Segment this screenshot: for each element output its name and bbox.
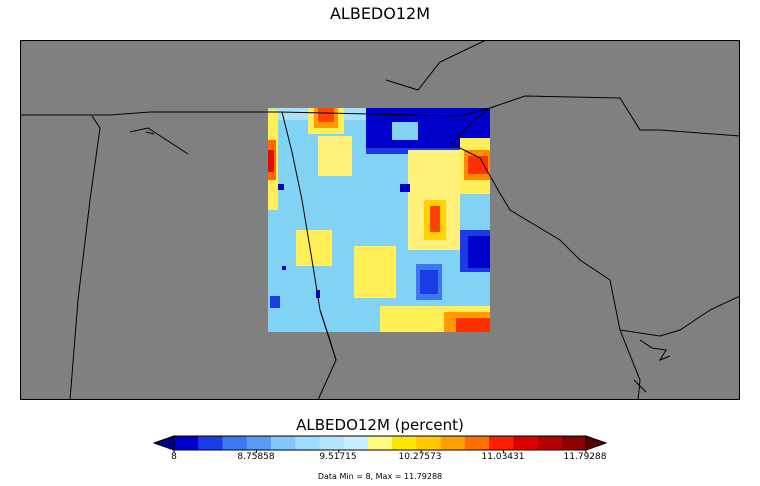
- field-patch: [296, 230, 332, 266]
- field-patch: [468, 156, 488, 174]
- colorbar-tick-label: 10.27573: [398, 452, 442, 462]
- field-patch: [430, 206, 440, 232]
- colorbar-swatch: [513, 436, 539, 450]
- boundary-line: [619, 295, 740, 337]
- field-patch: [354, 246, 396, 298]
- colorbar-swatch: [416, 436, 442, 450]
- colorbar-swatch: [392, 436, 417, 450]
- colorbar-swatch: [367, 436, 393, 450]
- colorbar-swatch: [222, 436, 248, 450]
- colorbar-swatch: [246, 436, 272, 450]
- field-patch: [392, 122, 418, 140]
- boundary-line: [20, 95, 740, 137]
- boundary-line: [451, 107, 641, 400]
- map-border: [20, 40, 740, 400]
- colorbar-tick-label: 11.79288: [563, 452, 607, 462]
- colorbar-tick-label: 11.03431: [481, 452, 525, 462]
- field-patch: [420, 270, 438, 294]
- data-stats: Data Min = 8, Max = 11.79288: [317, 472, 443, 481]
- field-patch: [486, 126, 490, 136]
- field-patch: [282, 266, 286, 270]
- boundary-line: [319, 309, 337, 361]
- boundary-line: [69, 115, 101, 400]
- colorbar-swatch: [489, 436, 514, 450]
- field-patch: [268, 150, 274, 172]
- field-patch: [318, 136, 352, 176]
- colorbar-swatch: [319, 436, 345, 450]
- colorbar-over-arrow: [585, 435, 608, 451]
- field-patch: [270, 296, 280, 308]
- boundary-line: [639, 339, 671, 362]
- field-patch: [318, 108, 334, 122]
- map-frame: [20, 40, 740, 400]
- colorbar-swatch: [343, 436, 369, 450]
- colorbar-swatch: [464, 436, 490, 450]
- field-patch: [316, 290, 320, 298]
- albedo-field: [268, 108, 490, 332]
- colorbar-tick-label: 8.75858: [237, 452, 275, 462]
- field-patch: [400, 184, 410, 192]
- boundary-line: [129, 127, 189, 155]
- colorbar-tick-label: 9.51715: [319, 452, 357, 462]
- colorbar-swatch: [174, 436, 199, 450]
- colorbar-swatch: [537, 436, 563, 450]
- colorbar-swatch: [295, 436, 320, 450]
- boundary-line: [385, 40, 487, 91]
- colorbar: [150, 432, 610, 466]
- colorbar-swatch: [440, 436, 466, 450]
- boundary-line: [633, 379, 647, 393]
- field-patch: [468, 236, 490, 268]
- colorbar-swatch: [561, 436, 587, 450]
- map-title: ALBEDO12M: [329, 4, 431, 23]
- colorbar-swatch: [270, 436, 296, 450]
- colorbar-swatch: [198, 436, 223, 450]
- boundary-line: [145, 131, 155, 135]
- field-patch: [456, 318, 490, 332]
- colorbar-under-arrow: [152, 435, 175, 451]
- field-patch: [278, 184, 284, 190]
- colorbar-title: ALBEDO12M (percent): [296, 416, 464, 434]
- colorbar-tick-label: 8: [171, 452, 177, 462]
- boundary-lines: [20, 40, 740, 400]
